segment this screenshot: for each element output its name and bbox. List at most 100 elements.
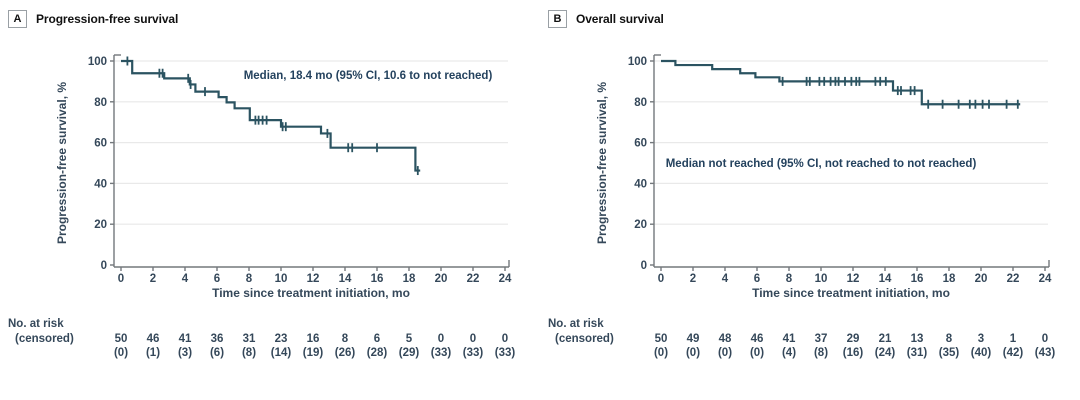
x-tick-label: 0 [118,273,124,285]
panel-a-title: Progression-free survival [36,12,179,26]
x-tick-label: 8 [246,273,253,285]
censored-count: (6) [210,347,224,359]
censored-count: (26) [335,347,356,359]
x-tick-label: 2 [690,273,696,285]
censored-count: (33) [495,347,516,359]
censored-count: (3) [178,347,192,359]
at-risk-count: 48 [719,333,732,345]
x-tick-label: 8 [786,273,793,285]
panel-b-header: B Overall survival [548,10,664,28]
y-tick-label: 20 [634,219,647,231]
x-tick-label: 16 [911,273,924,285]
at-risk-count: 41 [179,333,192,345]
y-tick-label: 20 [94,219,107,231]
censored-count: (8) [814,347,828,359]
panel-b-title: Overall survival [576,12,664,26]
risk-table-header: No. at risk [8,318,64,330]
at-risk-count: 50 [115,333,128,345]
censored-count: (0) [114,347,128,359]
at-risk-count: 50 [655,333,668,345]
x-tick-label: 10 [275,273,288,285]
x-tick-label: 14 [339,273,352,285]
y-tick-label: 100 [628,56,647,68]
at-risk-count: 21 [879,333,892,345]
censored-count: (28) [367,347,388,359]
censored-count: (33) [431,347,452,359]
y-tick-label: 40 [634,178,647,190]
censored-count: (16) [843,347,864,359]
at-risk-count: 0 [1042,333,1048,345]
censored-count: (43) [1035,347,1056,359]
censored-count: (19) [303,347,324,359]
censor-marks [126,56,419,176]
panel-progression-free-survival: A Progression-free survival 0 20 40 60 80 100… [8,10,516,359]
censored-count: (35) [939,347,960,359]
at-risk-count: 37 [815,333,828,345]
censored-count: (14) [271,347,292,359]
x-axis-title: Time since treatment initiation, mo [752,286,950,300]
y-axis-title: Progression-free survival, % [55,82,69,244]
censored-count: (0) [686,347,700,359]
censored-count: (8) [242,347,256,359]
y-tick-label: 60 [94,138,107,150]
x-tick-label: 24 [499,273,512,285]
censored-count: (29) [399,347,420,359]
x-tick-label: 18 [943,273,956,285]
y-tick-label: 80 [634,97,647,109]
panel-a-label: A [8,10,27,28]
censored-count: (0) [750,347,764,359]
at-risk-count: 8 [342,333,349,345]
x-tick-label: 20 [975,273,988,285]
x-tick-label: 20 [435,273,448,285]
at-risk-count: 49 [687,333,700,345]
y-tick-label: 40 [94,178,107,190]
at-risk-count: 6 [374,333,380,345]
censored-count: (42) [1003,347,1024,359]
survival-curve [121,59,421,172]
panel-a-header: A Progression-free survival [8,10,178,28]
y-axis-title: Progression-free survival, % [595,82,609,244]
x-tick-label: 14 [879,273,892,285]
survival-curve [661,59,1021,106]
x-tick-label: 12 [847,273,860,285]
censored-count: (24) [875,347,896,359]
at-risk-count: 0 [438,333,444,345]
censored-count: (33) [463,347,484,359]
at-risk-count: 16 [307,333,320,345]
median-annotation: Median not reached (95% CI, not reached … [666,158,977,170]
at-risk-count: 1 [1010,333,1017,345]
at-risk-count: 29 [847,333,860,345]
x-tick-label: 12 [307,273,320,285]
x-tick-label: 24 [1039,273,1052,285]
at-risk-count: 36 [211,333,224,345]
risk-table-subheader: (censored) [555,333,614,345]
at-risk-count: 46 [147,333,160,345]
x-tick-label: 4 [182,273,189,285]
y-tick-label: 0 [101,260,107,272]
censored-count: (1) [146,347,160,359]
y-tick-label: 80 [94,97,107,109]
censored-count: (40) [971,347,992,359]
at-risk-count: 41 [783,333,796,345]
risk-table-header: No. at risk [548,318,604,330]
x-tick-label: 22 [1007,273,1020,285]
x-axis-title: Time since treatment initiation, mo [212,286,410,300]
risk-table-subheader: (censored) [15,333,74,345]
panel-overall-survival: B Overall survival 0 20 40 60 80 100 0 2 4 6 8 10 12… [540,0,1080,400]
at-risk-count: 0 [502,333,508,345]
y-tick-label: 0 [641,260,647,272]
x-tick-label: 2 [150,273,156,285]
at-risk-count: 46 [751,333,764,345]
censored-count: (0) [654,347,668,359]
y-tick-label: 60 [634,138,647,150]
censored-count: (0) [718,347,732,359]
censored-count: (4) [782,347,796,359]
censor-marks [781,76,1019,109]
at-risk-count: 3 [978,333,984,345]
x-tick-label: 0 [658,273,664,285]
at-risk-count: 8 [946,333,953,345]
median-annotation: Median, 18.4 mo (95% CI, 10.6 to not rea… [244,70,493,82]
